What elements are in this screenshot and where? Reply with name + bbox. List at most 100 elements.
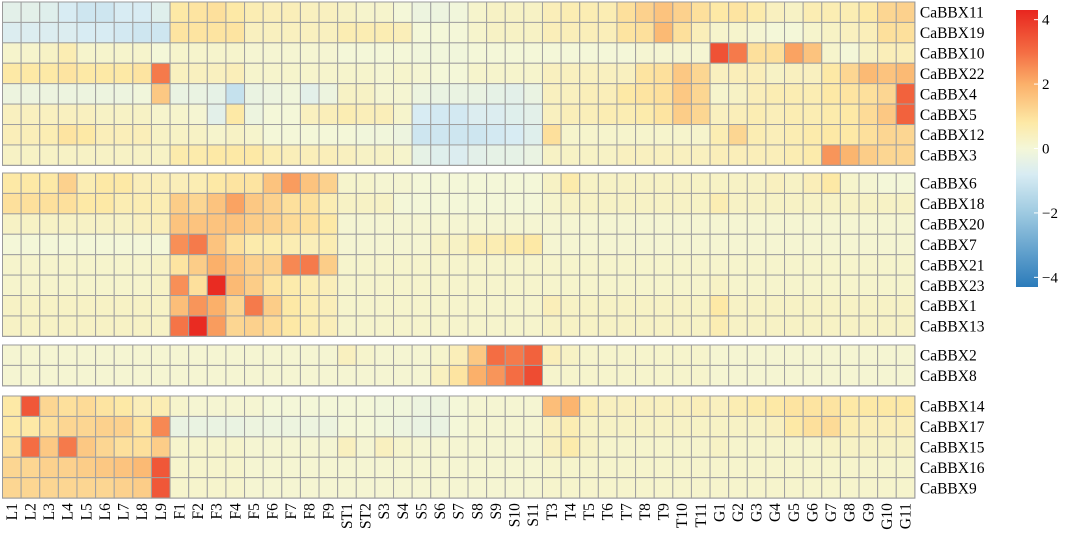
heatmap-cell [150,395,171,417]
row-label: CaBBX4 [920,86,977,103]
heatmap-cell [746,103,767,126]
column-label: F6 [264,503,281,520]
heatmap-cell [20,233,41,256]
heatmap-cell [728,42,748,64]
heatmap-cell [57,233,78,256]
heatmap-cell [746,192,767,215]
heatmap-cell [839,62,860,85]
heatmap-cell [150,124,171,146]
heatmap-cell [579,274,599,297]
heatmap-cell [765,42,786,64]
heatmap-cell [672,21,692,44]
heatmap-cell [504,295,525,317]
heatmap-cell [318,254,339,276]
heatmap-cell [895,274,916,297]
heatmap-cell [523,395,543,417]
row-label: CaBBX3 [920,148,977,165]
heatmap-cell [839,344,860,366]
heatmap-cell [393,103,413,126]
heatmap-cells [2,1,916,499]
heatmap-cell [225,477,246,499]
heatmap-cell [393,213,413,235]
heatmap-cell [858,436,879,458]
heatmap-cell [262,395,283,417]
heatmap-cell [802,213,823,235]
heatmap-cell [504,192,525,215]
heatmap-cell [839,172,860,194]
heatmap-cell [486,344,506,366]
heatmap-cell [244,1,264,23]
heatmap-cell [374,21,395,44]
heatmap-cell [39,1,59,23]
heatmap-cell [802,436,823,458]
heatmap-cell [337,21,357,44]
heatmap-cell [448,21,469,44]
heatmap-cell [467,83,488,105]
heatmap-cell [653,42,674,64]
heatmap-cell [2,172,22,194]
heatmap-cell [20,1,41,23]
heatmap-cell [653,172,674,194]
heatmap-cell [728,21,748,44]
heatmap-cell [430,395,450,417]
heatmap-cell [20,274,41,297]
heatmap-cell [597,477,618,499]
heatmap-cell [635,344,655,366]
heatmap-cell [39,83,59,105]
column-label: F3 [209,503,226,520]
heatmap-cell [579,213,599,235]
heatmap-cell [244,456,264,479]
heatmap-cell [132,42,152,64]
column-label: G1 [711,503,728,522]
heatmap-cell [597,233,618,256]
heatmap-cell [728,315,748,337]
heatmap-cell [858,103,879,126]
heatmap-cell [132,213,152,235]
heatmap-cell [225,254,246,276]
heatmap-cell [858,315,879,337]
heatmap-cell [895,415,916,438]
heatmap-cell [225,103,246,126]
heatmap-cell [430,295,450,317]
heatmap-cell [690,254,711,276]
heatmap-cell [709,477,730,499]
heatmap-cell [281,395,301,417]
column-label: L1 [4,503,21,520]
heatmap-cell [877,192,897,215]
column-label: S7 [451,503,468,520]
heatmap-cell [709,62,730,85]
heatmap-cell [672,436,692,458]
heatmap-cell [169,364,190,387]
heatmap-cell [95,364,115,387]
heatmap-cell [262,83,283,105]
heatmap-cell [299,274,320,297]
heatmap-cell [374,395,395,417]
heatmap-cell [839,103,860,126]
heatmap-cell [318,233,339,256]
heatmap-cell [597,21,618,44]
heatmap-cell [244,254,264,276]
heatmap-cell [337,315,357,337]
heatmap-cell [206,103,227,126]
heatmap-cell [430,83,450,105]
heatmap-cell [709,364,730,387]
heatmap-cell [486,62,506,85]
row-label: CaBBX17 [920,419,985,436]
heatmap-cell [299,192,320,215]
heatmap-cell [616,233,637,256]
heatmap-cell [467,172,488,194]
heatmap-cell [802,21,823,44]
heatmap-cell [169,254,190,276]
heatmap-cell [188,477,208,499]
heatmap-cell [523,254,543,276]
heatmap-cell [504,344,525,366]
heatmap-cell [895,83,916,105]
heatmap-cell [616,213,637,235]
heatmap-cell [262,172,283,194]
heatmap-cell [523,124,543,146]
heatmap-cell [709,274,730,297]
heatmap-cell [746,62,767,85]
heatmap-cell [486,254,506,276]
heatmap-cell [672,456,692,479]
